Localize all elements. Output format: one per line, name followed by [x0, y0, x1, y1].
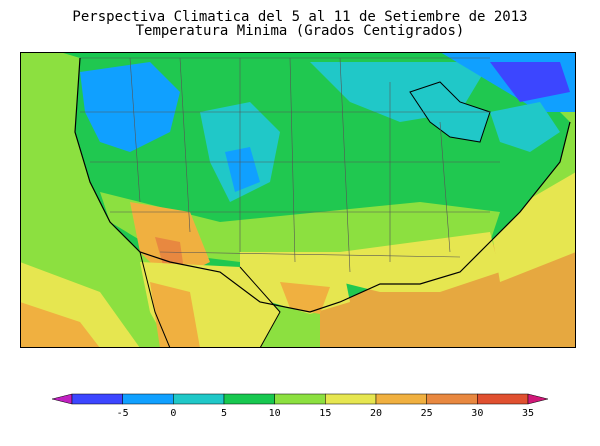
legend-tick-label: -5: [117, 408, 129, 419]
mexico-coast: [139, 251, 281, 348]
legend-swatch: [223, 393, 275, 405]
temperature-map: [20, 52, 576, 348]
legend-swatch: [71, 393, 123, 405]
coastline: [74, 57, 571, 313]
legend-tick-label: 20: [370, 408, 382, 419]
southeast: [340, 232, 500, 292]
legend-tick-label: 35: [522, 408, 534, 419]
mexico-pacific: [150, 282, 200, 348]
color-legend: -50510152025303540: [50, 392, 585, 422]
legend-swatch: [477, 393, 529, 405]
legend-swatch: [426, 393, 478, 405]
legend-tick-label: 30: [471, 408, 483, 419]
labrador-cold: [490, 62, 570, 102]
cold-northwest: [80, 62, 180, 152]
legend-tick-label: 25: [421, 408, 433, 419]
legend-tick-label: 5: [221, 408, 227, 419]
rockies-core: [225, 147, 260, 192]
pacific-far-south: [20, 302, 100, 348]
legend-arrow-low: [51, 393, 73, 405]
south-texas: [280, 282, 330, 314]
legend-tick-label: 0: [170, 408, 176, 419]
new-england: [490, 102, 560, 152]
legend-swatch: [375, 393, 427, 405]
legend-arrow-high: [527, 393, 549, 405]
map-title: Perspectiva Climatica del 5 al 11 de Set…: [72, 9, 528, 25]
state-borders: [80, 57, 500, 273]
legend-bar: -50510152025303540: [51, 393, 585, 419]
legend-tick-label: 10: [269, 408, 281, 419]
legend-swatch: [274, 393, 326, 405]
map-subtitle: Temperatura Minima (Grados Centigrados): [135, 23, 465, 39]
legend-swatch: [325, 393, 377, 405]
atlantic-waters: [490, 172, 576, 282]
legend-tick-label: 15: [319, 408, 331, 419]
legend-swatch: [173, 393, 225, 405]
legend-swatch: [122, 393, 174, 405]
